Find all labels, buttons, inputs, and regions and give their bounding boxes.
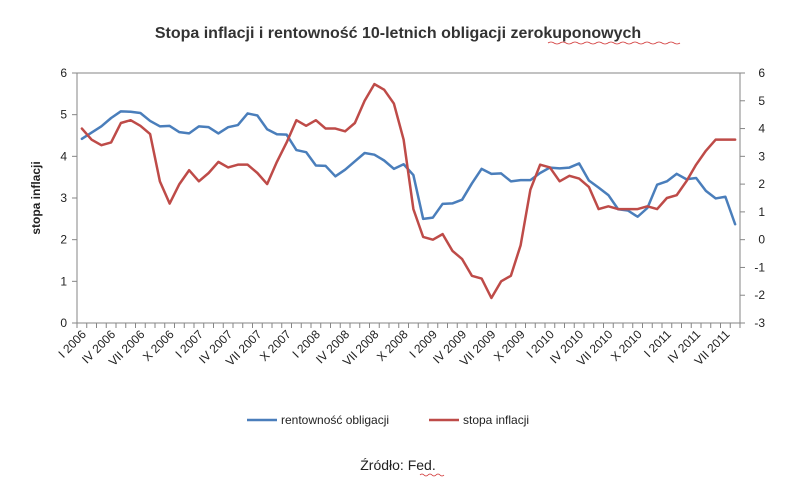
x-tick-label: X 2009: [491, 327, 528, 364]
left-tick-label: 6: [60, 66, 67, 80]
right-tick-label: 6: [758, 66, 765, 80]
spellcheck-underline-fed: [419, 473, 445, 477]
left-tick-label: 0: [60, 316, 67, 330]
x-tick-label: X 2007: [257, 327, 294, 364]
right-tick-label: 1: [758, 205, 765, 219]
source-note: Źródło: Fed.: [360, 457, 435, 473]
right-tick-label: 0: [758, 233, 765, 247]
series-layer: [80, 82, 737, 300]
plot-area: [76, 72, 741, 324]
right-axis-ticks: -3 -2 -1 0 1 2 3 4 5 6: [740, 66, 765, 330]
left-tick-label: 1: [60, 274, 67, 288]
right-tick-label: -2: [754, 288, 765, 302]
chart-title: Stopa inflacji i rentowność 10-letnich o…: [155, 25, 641, 42]
legend-label-inflacja: stopa inflacji: [463, 413, 529, 427]
right-tick-label: -1: [754, 260, 765, 274]
spellcheck-underline: [547, 41, 681, 45]
right-tick-label: 4: [758, 122, 765, 136]
right-tick-label: 2: [758, 177, 765, 191]
left-tick-label: 4: [60, 149, 67, 163]
y-axis-label: stopa inflacji: [29, 161, 43, 234]
x-tick-label: X 2008: [374, 327, 411, 364]
left-tick-label: 2: [60, 233, 67, 247]
legend-label-rentownosc: rentowność obligacji: [281, 413, 389, 427]
right-tick-label: 3: [758, 149, 765, 163]
plot-border: [76, 72, 741, 324]
x-tick-label: X 2006: [140, 327, 177, 364]
x-tick-label: X 2010: [608, 327, 645, 364]
right-tick-label: 5: [758, 94, 765, 108]
series-line-inflacja: [80, 82, 737, 300]
left-tick-label: 5: [60, 108, 67, 122]
right-tick-label: -3: [754, 316, 765, 330]
left-tick-label: 3: [60, 191, 67, 205]
left-axis-ticks: 0 1 2 3 4 5 6: [60, 66, 77, 330]
legend: rentowność obligacji stopa inflacji: [247, 413, 529, 427]
